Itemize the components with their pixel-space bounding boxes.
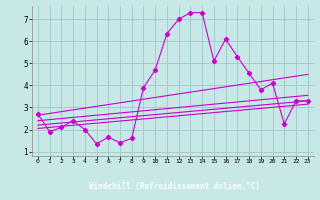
Text: Windchill (Refroidissement éolien,°C): Windchill (Refroidissement éolien,°C) [89,182,260,192]
